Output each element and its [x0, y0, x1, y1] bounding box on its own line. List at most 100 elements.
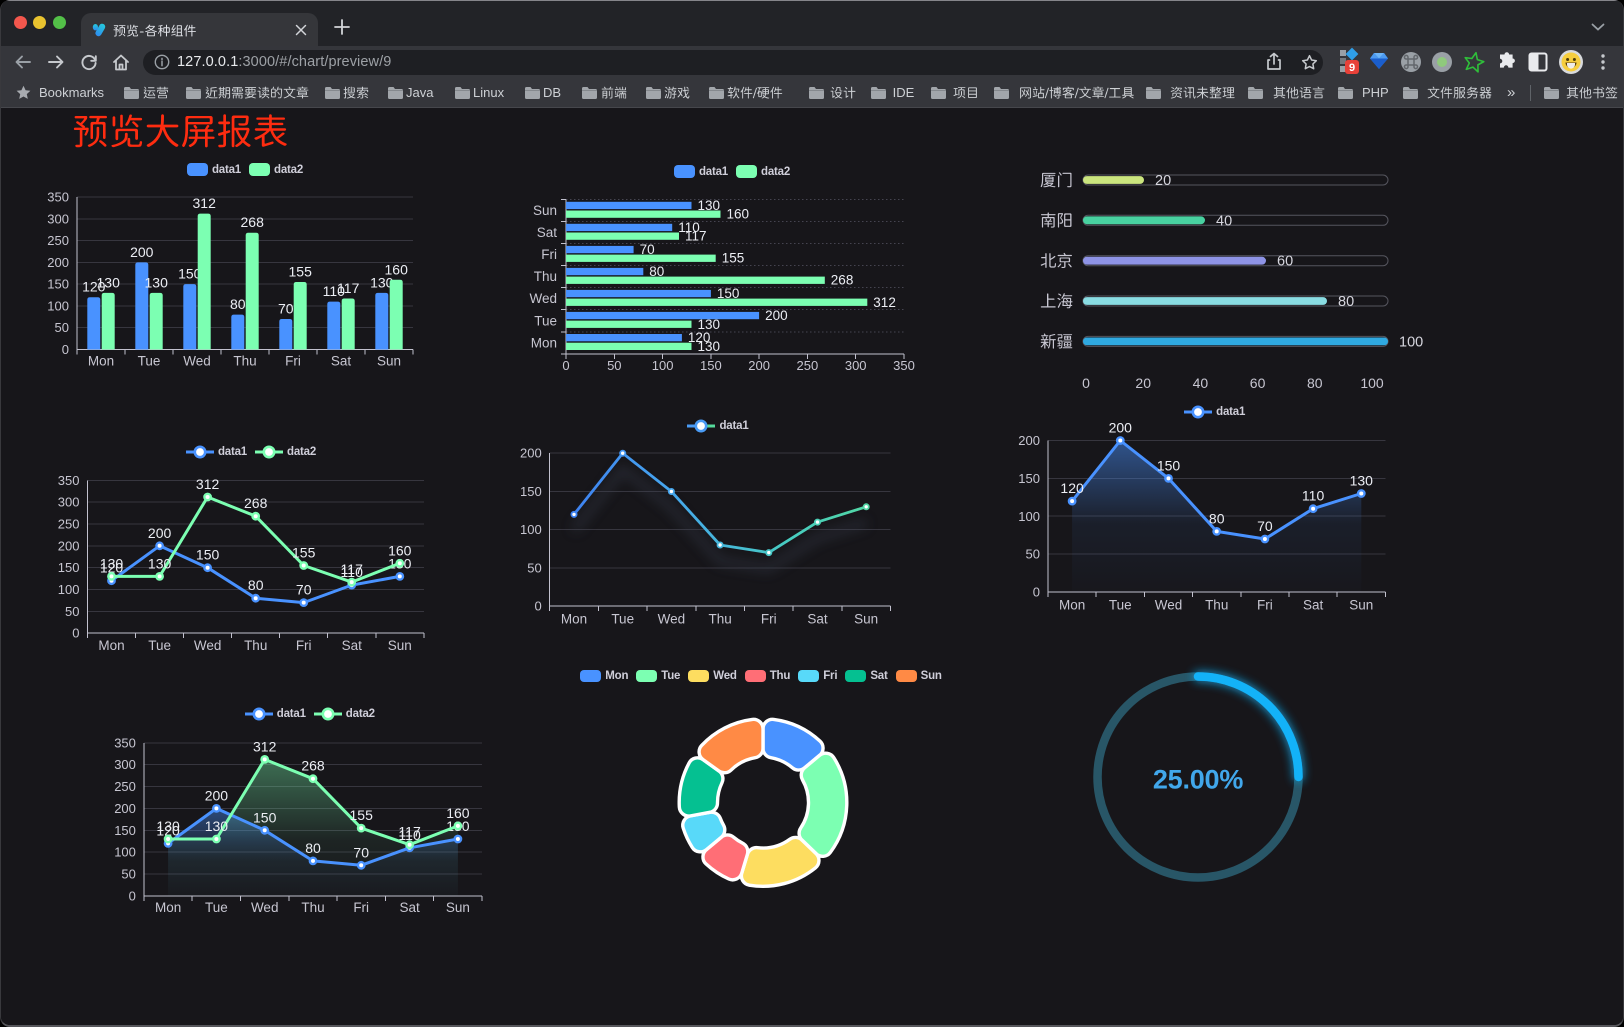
svg-text:70: 70	[640, 242, 655, 257]
svg-text:Thu: Thu	[534, 269, 557, 284]
svg-text:Fri: Fri	[285, 354, 301, 369]
svg-text:Mon: Mon	[561, 612, 587, 627]
svg-text:250: 250	[58, 517, 80, 532]
svg-text:60: 60	[1277, 254, 1293, 270]
svg-text:312: 312	[196, 476, 220, 492]
svg-text:120: 120	[82, 279, 106, 295]
svg-text:40: 40	[1193, 375, 1209, 391]
svg-text:Sun: Sun	[446, 900, 470, 915]
svg-text:150: 150	[1018, 471, 1040, 486]
svg-text:80: 80	[1338, 294, 1354, 310]
svg-text:200: 200	[1018, 433, 1040, 448]
svg-text:130: 130	[156, 818, 180, 834]
svg-text:Fri: Fri	[1257, 598, 1273, 613]
svg-text:Sat: Sat	[399, 900, 420, 915]
svg-text:250: 250	[114, 779, 136, 794]
svg-text:Mon: Mon	[155, 900, 181, 915]
svg-text:110: 110	[323, 283, 346, 299]
svg-text:Sat: Sat	[331, 354, 352, 369]
svg-text:Mon: Mon	[88, 354, 114, 369]
svg-text:80: 80	[1209, 510, 1225, 526]
svg-text:100: 100	[1399, 334, 1423, 350]
svg-text:350: 350	[47, 190, 69, 205]
svg-text:70: 70	[296, 582, 312, 598]
svg-text:130: 130	[698, 317, 721, 332]
svg-text:130: 130	[205, 818, 229, 834]
svg-text:Thu: Thu	[233, 354, 256, 369]
svg-text:155: 155	[722, 251, 745, 266]
svg-text:Sun: Sun	[377, 354, 401, 369]
svg-text:Sun: Sun	[533, 203, 557, 218]
svg-text:Sat: Sat	[342, 638, 363, 653]
svg-text:Mon: Mon	[531, 335, 557, 350]
svg-text:50: 50	[527, 561, 541, 576]
svg-text:100: 100	[1360, 375, 1384, 391]
svg-text:Sun: Sun	[1349, 598, 1373, 613]
svg-text:130: 130	[370, 274, 394, 290]
svg-text:300: 300	[845, 358, 867, 373]
svg-text:268: 268	[241, 214, 265, 230]
svg-text:Tue: Tue	[611, 612, 634, 627]
svg-text:Wed: Wed	[529, 291, 557, 306]
svg-text:110: 110	[678, 220, 700, 235]
svg-text:250: 250	[797, 358, 819, 373]
svg-text:150: 150	[520, 484, 542, 499]
svg-text:0: 0	[62, 342, 69, 357]
svg-text:312: 312	[873, 295, 896, 310]
svg-text:Wed: Wed	[194, 638, 222, 653]
svg-text:130: 130	[148, 555, 172, 571]
svg-text:150: 150	[253, 809, 277, 825]
svg-text:80: 80	[230, 296, 246, 312]
svg-text:Fri: Fri	[761, 612, 777, 627]
svg-text:Tue: Tue	[205, 900, 228, 915]
svg-text:160: 160	[385, 261, 409, 277]
svg-text:130: 130	[145, 274, 169, 290]
svg-text:100: 100	[652, 358, 674, 373]
svg-text:110: 110	[1302, 488, 1325, 504]
svg-text:110: 110	[398, 827, 421, 843]
svg-text:130: 130	[1350, 473, 1374, 489]
svg-text:200: 200	[47, 255, 69, 270]
svg-text:200: 200	[148, 525, 172, 541]
svg-text:Sun: Sun	[854, 612, 878, 627]
svg-text:130: 130	[97, 274, 121, 290]
svg-text:200: 200	[130, 244, 154, 260]
svg-text:160: 160	[446, 805, 470, 821]
svg-text:150: 150	[1157, 457, 1181, 473]
svg-text:0: 0	[562, 358, 569, 373]
svg-text:80: 80	[248, 577, 264, 593]
svg-text:160: 160	[388, 542, 412, 558]
svg-text:312: 312	[193, 195, 217, 211]
svg-text:350: 350	[114, 735, 136, 750]
svg-text:100: 100	[1018, 509, 1040, 524]
svg-text:70: 70	[353, 844, 369, 860]
svg-text:200: 200	[205, 787, 229, 803]
svg-text:130: 130	[698, 339, 721, 354]
svg-text:155: 155	[292, 545, 316, 561]
svg-text:350: 350	[58, 473, 80, 488]
svg-text:268: 268	[831, 273, 854, 288]
svg-text:Thu: Thu	[708, 612, 731, 627]
svg-text:120: 120	[100, 560, 124, 576]
svg-text:150: 150	[47, 277, 69, 292]
svg-text:20: 20	[1135, 375, 1151, 391]
svg-text:70: 70	[1257, 518, 1273, 534]
svg-text:200: 200	[58, 538, 80, 553]
svg-text:200: 200	[520, 446, 542, 461]
svg-text:80: 80	[305, 840, 321, 856]
svg-text:0: 0	[129, 888, 136, 903]
svg-text:300: 300	[58, 495, 80, 510]
svg-text:130: 130	[100, 555, 124, 571]
svg-text:50: 50	[607, 358, 621, 373]
svg-text:Tue: Tue	[534, 313, 557, 328]
svg-text:Fri: Fri	[296, 638, 312, 653]
svg-text:200: 200	[114, 801, 136, 816]
svg-text:110: 110	[341, 564, 364, 580]
svg-text:40: 40	[1216, 213, 1232, 229]
svg-text:150: 150	[114, 823, 136, 838]
svg-text:312: 312	[253, 738, 277, 754]
svg-text:Mon: Mon	[1059, 598, 1085, 613]
svg-text:150: 150	[178, 266, 202, 282]
svg-text:80: 80	[1307, 375, 1323, 391]
svg-text:50: 50	[121, 867, 135, 882]
